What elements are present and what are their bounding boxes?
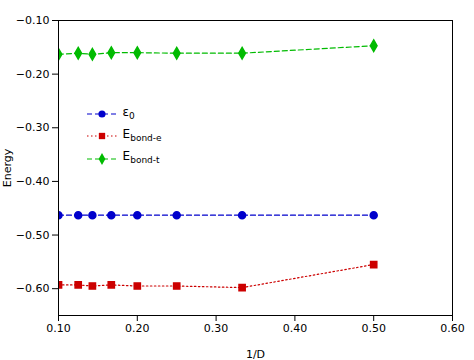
svg-text:0.50: 0.50 — [361, 322, 386, 335]
svg-text:0.10: 0.10 — [46, 322, 71, 335]
svg-text:−0.20: −0.20 — [16, 68, 50, 81]
svg-text:−0.10: −0.10 — [16, 14, 50, 27]
svg-text:Energy: Energy — [1, 148, 14, 187]
svg-text:−0.40: −0.40 — [16, 175, 50, 188]
svg-text:−0.30: −0.30 — [16, 121, 50, 134]
html-text:Ebond-t: Ebond-t — [122, 149, 160, 166]
svg-text:−0.50: −0.50 — [16, 229, 50, 242]
html-text:ε0: ε0 — [122, 104, 135, 121]
svg-text:0.30: 0.30 — [204, 322, 229, 335]
svg-text:1/D: 1/D — [246, 348, 265, 360]
svg-text:0.20: 0.20 — [125, 322, 150, 335]
svg-text:−0.60: −0.60 — [16, 282, 50, 295]
svg-text:0.60: 0.60 — [440, 322, 465, 335]
svg-text:0.40: 0.40 — [283, 322, 308, 335]
html-text:Ebond-e: Ebond-e — [122, 127, 162, 144]
